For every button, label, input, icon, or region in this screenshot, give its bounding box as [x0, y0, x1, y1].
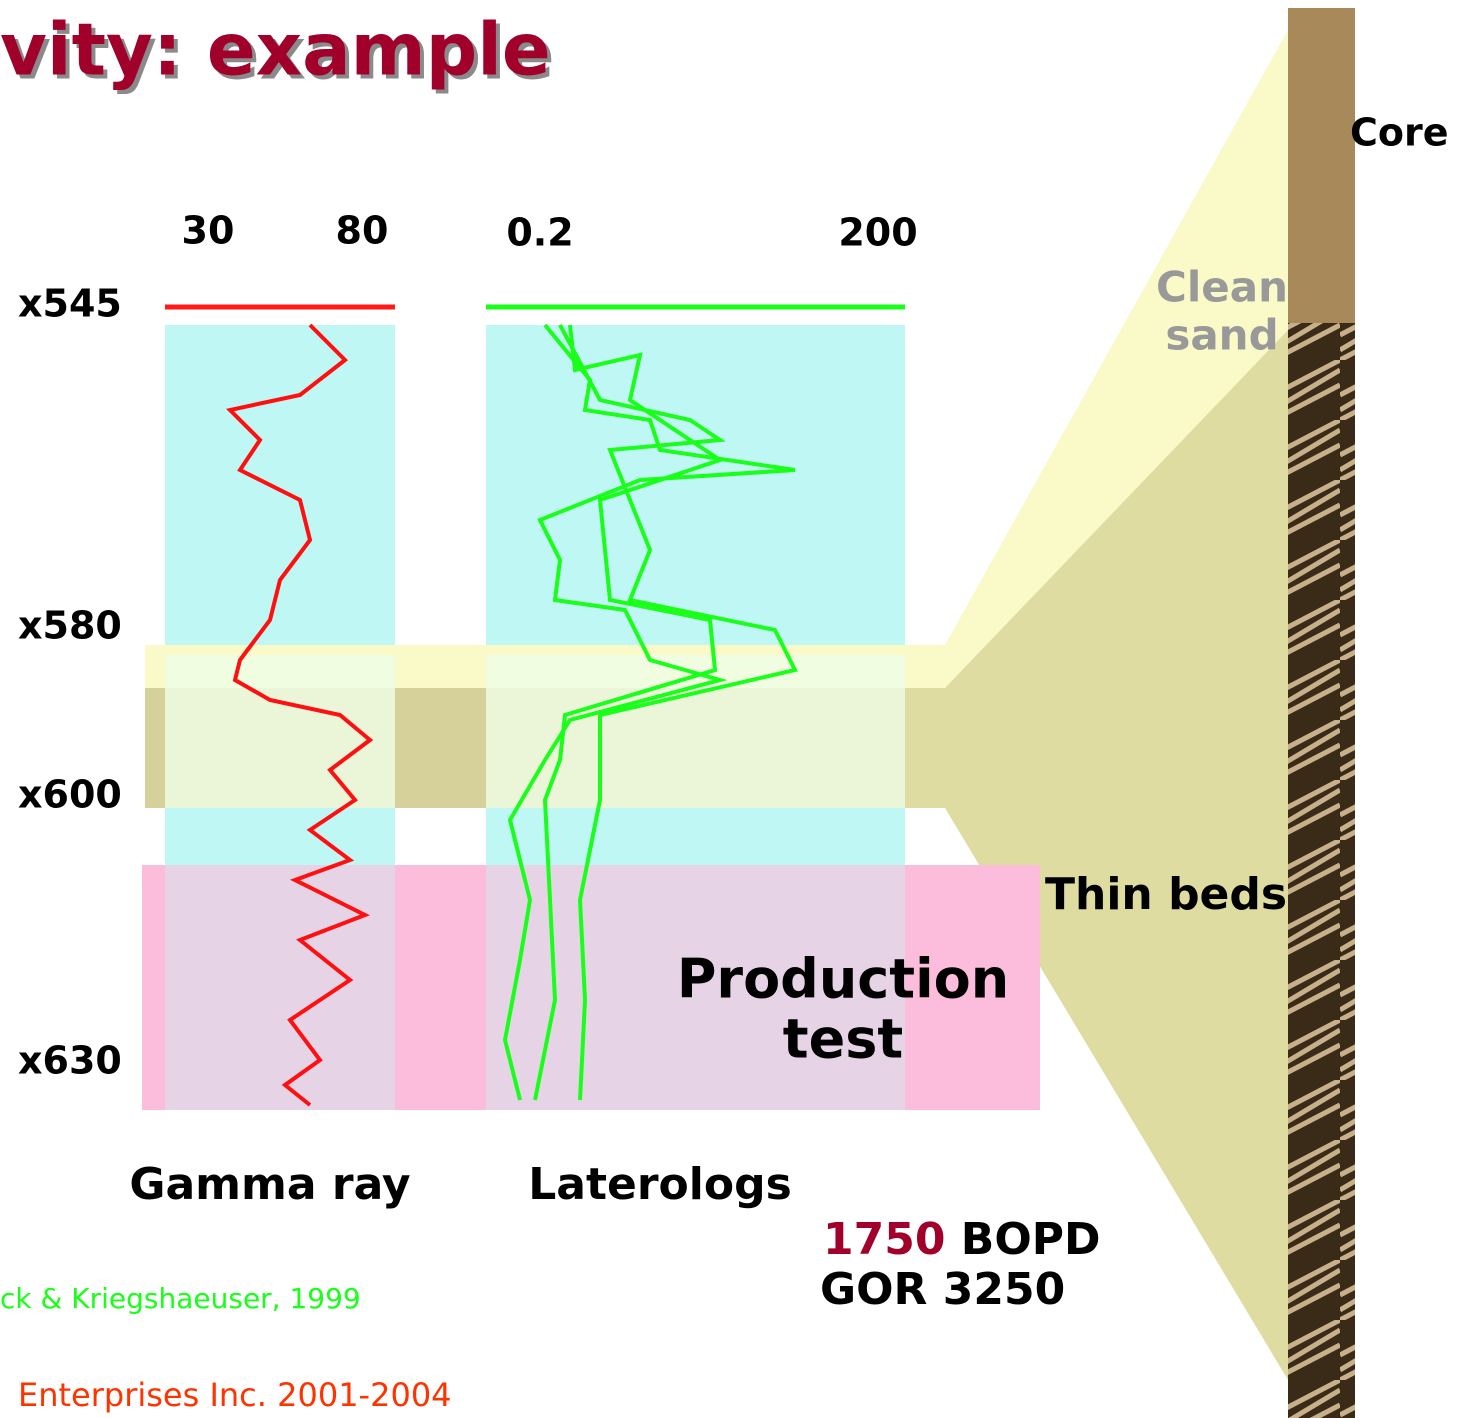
depth-label: x580 — [18, 604, 122, 648]
production-label: Production — [677, 948, 1009, 1011]
track-label: Gamma ray — [129, 1159, 410, 1210]
result-line: 1750 BOPD — [823, 1214, 1101, 1265]
gamma-overlay — [165, 655, 395, 808]
clean-sand-label: sand — [1165, 311, 1278, 360]
core-label: Core — [1350, 111, 1449, 155]
title-shadow: vity: example — [4, 12, 555, 96]
laterolog-curve — [502, 323, 796, 1101]
laterolog-curve — [558, 324, 798, 1101]
scale-label: 80 — [336, 209, 389, 253]
production-label: test — [783, 1008, 903, 1071]
depth-label: x630 — [18, 1039, 122, 1083]
thin-beds-fan — [905, 330, 1288, 1380]
title: vity: example — [0, 8, 551, 92]
gamma-curve — [225, 323, 374, 1107]
laterolog-curve — [533, 324, 725, 1101]
copyright: Enterprises Inc. 2001-2004 — [18, 1376, 452, 1414]
rate: 1750 — [823, 1214, 945, 1265]
track-label: Laterologs — [528, 1159, 792, 1210]
scale-label: 200 — [838, 211, 917, 255]
depth-label: x600 — [18, 773, 122, 817]
thin-beds-label: Thin beds — [1045, 869, 1287, 920]
rate-unit: BOPD — [961, 1214, 1101, 1265]
clean-sand-label: Clean — [1156, 263, 1288, 312]
scale-label: 0.2 — [506, 211, 573, 255]
citation: ck & Kriegshaeuser, 1999 — [0, 1282, 361, 1315]
clean-sand-fan — [945, 30, 1288, 688]
core-top — [1288, 8, 1355, 323]
scale-label: 30 — [182, 209, 235, 253]
depth-label: x545 — [18, 282, 122, 326]
gamma-prod — [165, 865, 395, 1110]
gor: GOR 3250 — [820, 1264, 1065, 1315]
laterolog-overlay — [486, 655, 905, 808]
